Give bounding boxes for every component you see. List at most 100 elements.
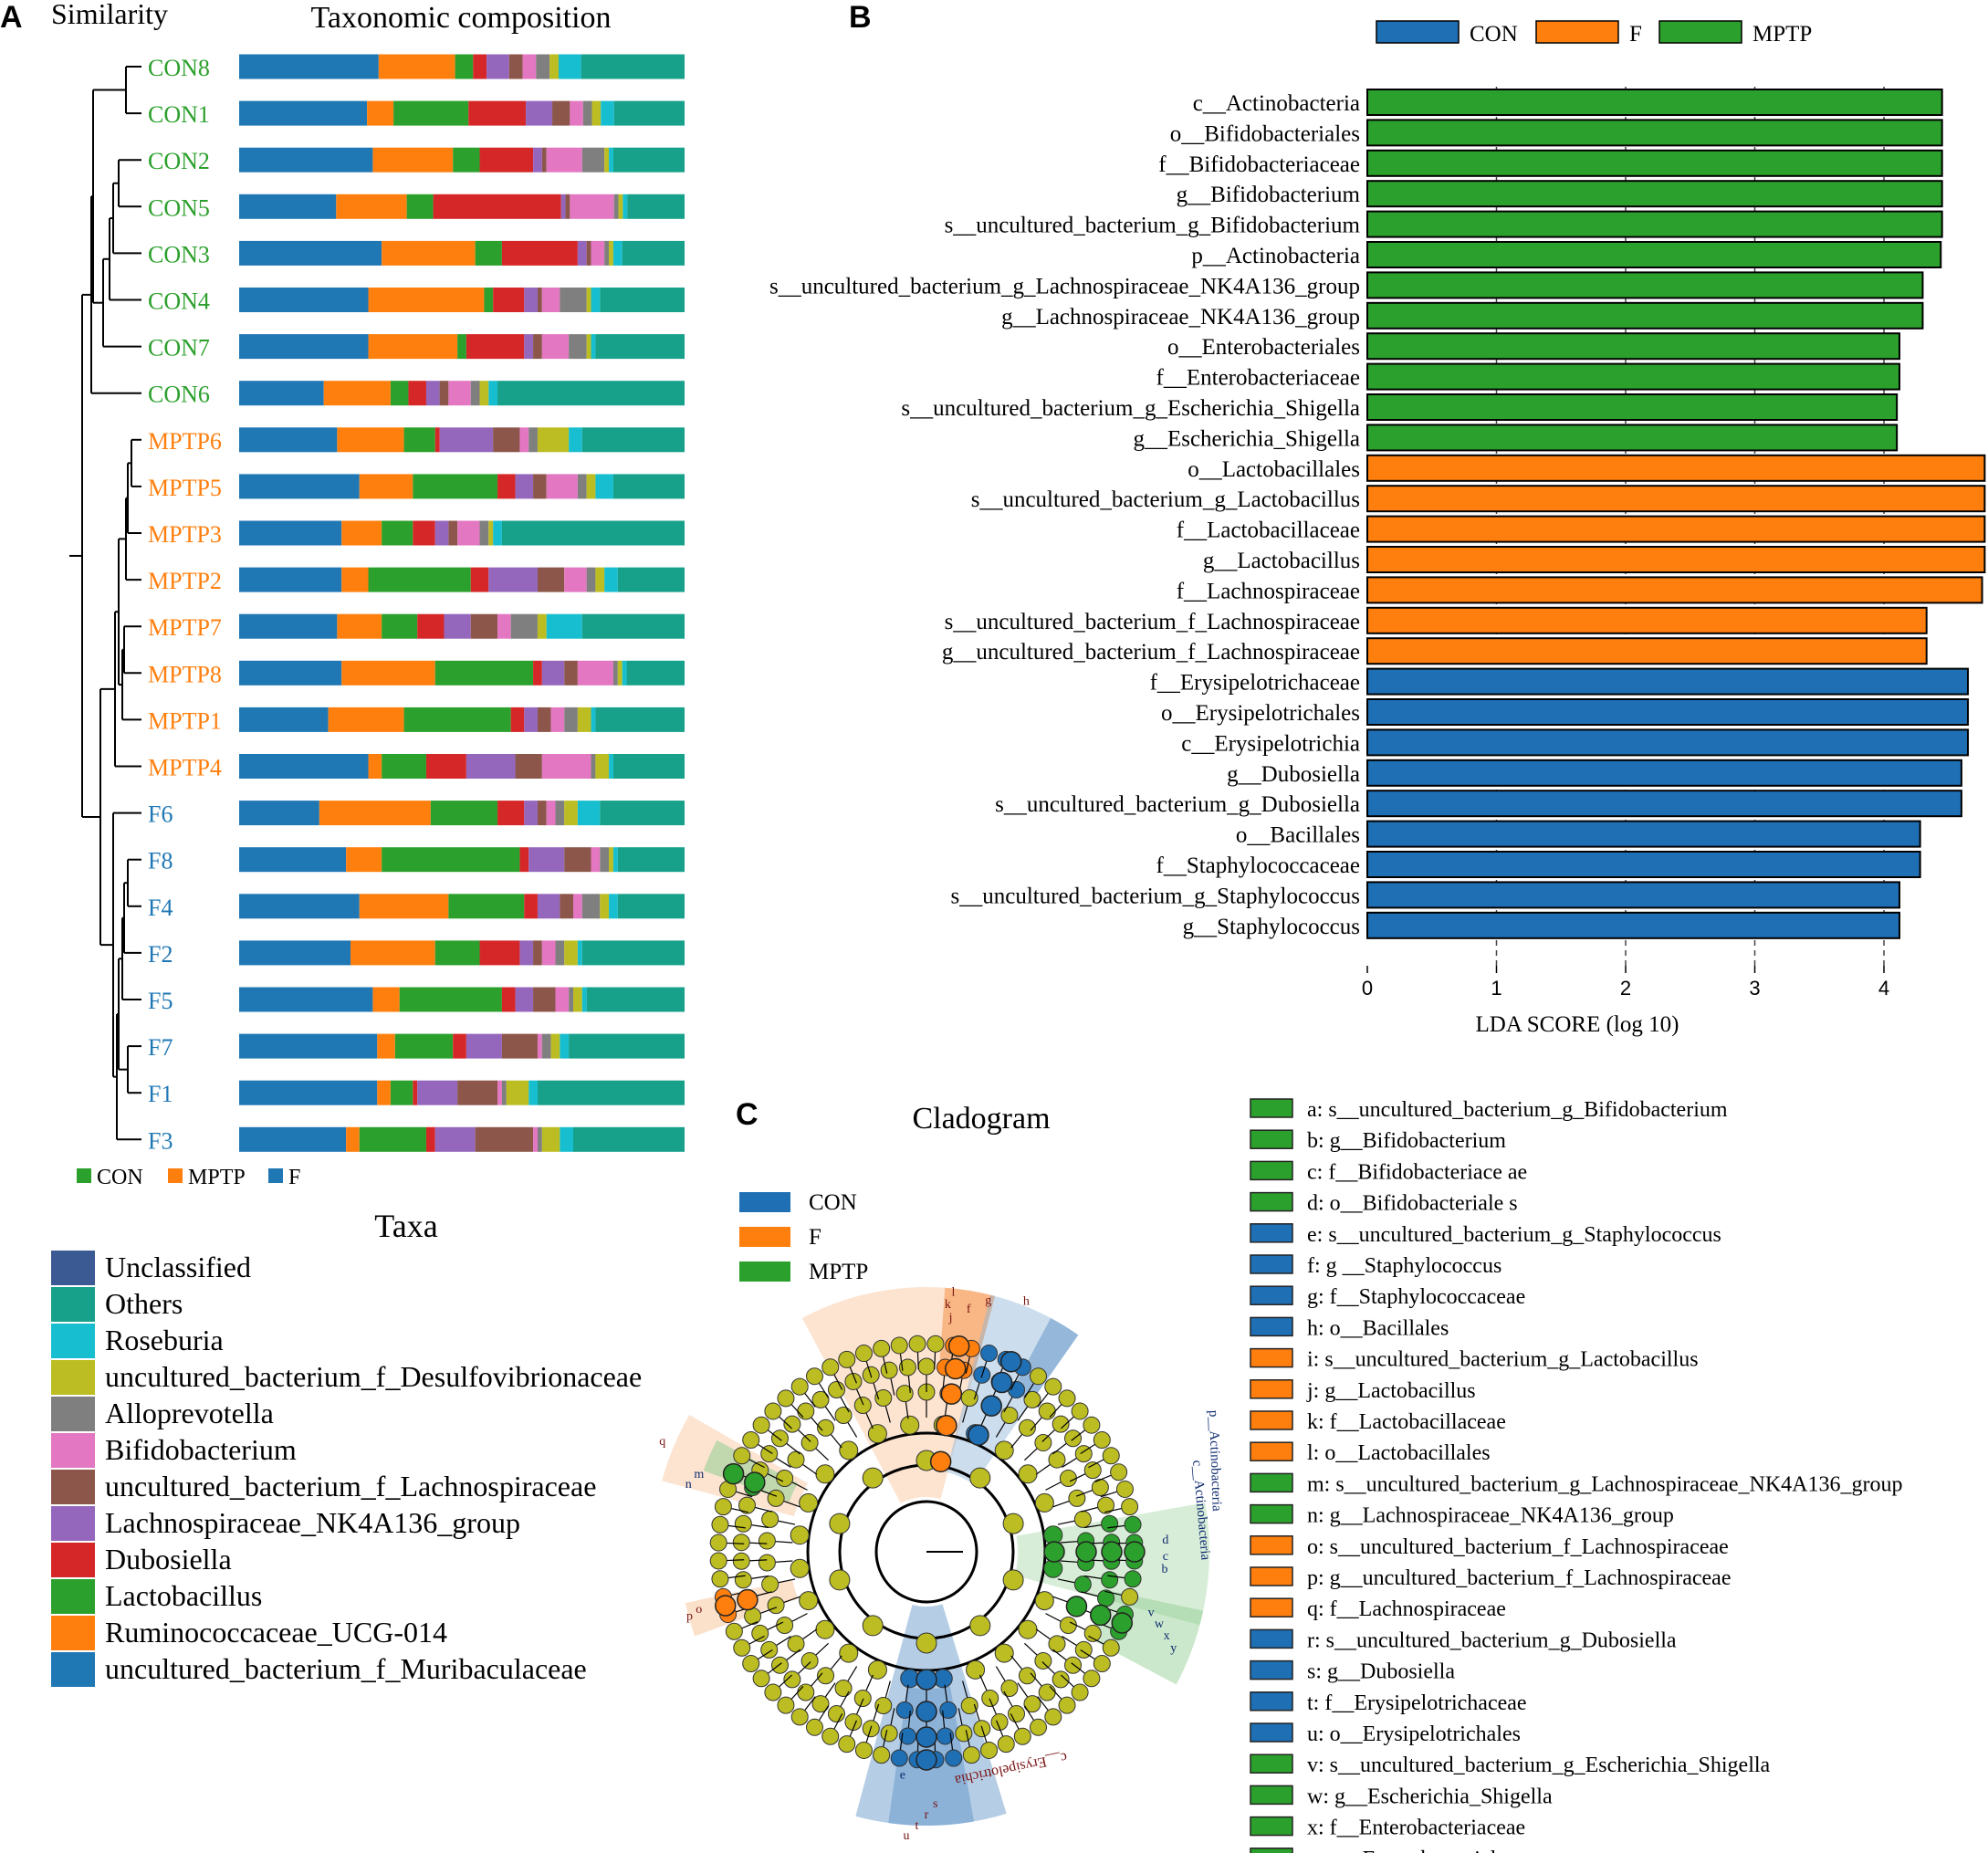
stack-segment — [239, 334, 369, 360]
clade-shade-staphylococcus — [1011, 1317, 1079, 1403]
lda-bar-label: s__uncultured_bacterium_g_Staphylococcus — [951, 884, 1361, 908]
cladogram-node — [994, 1643, 1014, 1663]
stack-segment — [413, 520, 435, 546]
cladogram-node — [874, 1697, 893, 1715]
stack-segment — [612, 754, 685, 779]
stack-segment — [497, 613, 511, 639]
cladogram-legend-swatch — [739, 1192, 790, 1212]
taxa-label: uncultured_bacterium_f_Lachnospiraceae — [105, 1470, 596, 1502]
cladogram-node — [714, 1498, 732, 1516]
stack-segment — [359, 474, 413, 499]
cladogram-node — [805, 1367, 823, 1386]
cladogram-node — [966, 1659, 986, 1680]
lda-x-label: LDA SCORE (log 10) — [1476, 1012, 1679, 1037]
cladogram-node — [767, 1489, 785, 1507]
cladogram-node — [709, 1534, 727, 1552]
cladogram-node-letter: g — [985, 1293, 991, 1307]
lda-bar — [1366, 515, 1986, 543]
cladogram-biomarker-node — [929, 1450, 952, 1472]
panel-b: B CON F MPTP c__Actinobacteria o__Bifidobac… — [769, 0, 1986, 1037]
stack-segment — [600, 288, 685, 312]
stack-segment — [501, 1033, 538, 1059]
stack-segment — [510, 613, 538, 639]
lda-bar — [1366, 119, 1943, 147]
cladogram-node — [853, 1396, 872, 1414]
cladogram-node — [1093, 1655, 1111, 1673]
cladogram-node — [732, 1552, 750, 1570]
stack-segment — [479, 520, 489, 546]
stack-segment — [541, 288, 560, 312]
cladogram-key-label: e: s__uncultured_bacterium_g_Staphylococ… — [1307, 1223, 1721, 1247]
taxa-legend: Unclassified Others Roseburia uncultured_ba… — [51, 1251, 642, 1687]
cladogram-node — [817, 1419, 835, 1437]
stack-segment — [560, 1033, 570, 1059]
lda-bar — [1366, 454, 1986, 482]
stack-segment — [586, 288, 591, 312]
cladogram-node — [939, 1701, 957, 1719]
stack-segment — [555, 940, 565, 966]
stack-segment — [569, 427, 582, 453]
lda-legend: CON F MPTP — [1376, 20, 1812, 47]
cladogram-node — [980, 1345, 999, 1363]
lda-bar — [1366, 241, 1942, 268]
cladogram-key-swatch — [1250, 1285, 1293, 1305]
stack-segment — [522, 54, 537, 79]
stack-segment — [239, 520, 342, 546]
stack-segment — [564, 847, 591, 873]
cladogram-key-swatch — [1250, 1223, 1293, 1243]
cladogram-key-label: c: f__Bifidobacteriace ae — [1307, 1160, 1527, 1184]
stack-segment — [612, 660, 618, 686]
cladogram-node — [898, 1358, 916, 1377]
lda-bar-label: g__Dubosiella — [1227, 762, 1360, 787]
stack-segment — [595, 707, 685, 732]
sample-label: F8 — [148, 848, 173, 874]
cladogram-key-swatch — [1250, 1191, 1293, 1212]
stack-segment — [488, 567, 538, 592]
cladogram-node — [1091, 1478, 1109, 1496]
cladogram-node-letter: y — [1170, 1641, 1177, 1655]
stack-segment — [434, 660, 534, 686]
cladogram-node — [790, 1377, 809, 1396]
lda-bar-label: f__Erysipelotrichaceae — [1150, 671, 1360, 696]
stack-segment — [591, 100, 602, 126]
dendrogram — [69, 66, 141, 1141]
stack-segment — [581, 427, 685, 453]
cladogram-node — [867, 1424, 887, 1444]
cladogram-node — [1034, 1492, 1054, 1513]
cladogram-key-label: y: o__Enterobacteriales — [1307, 1848, 1514, 1853]
lda-bar-label: s__uncultured_bacterium_g_Bifidobacteriu… — [945, 214, 1361, 238]
stack-segment — [455, 54, 474, 79]
stack-segment — [537, 1126, 542, 1152]
cladogram-node — [821, 1358, 840, 1377]
cladogram-node — [1115, 1480, 1134, 1498]
stack-segment — [497, 474, 516, 499]
cladogram-node — [955, 1724, 973, 1743]
stack-segment — [560, 288, 587, 312]
stack-segment — [541, 334, 570, 360]
sample-label: MPTP5 — [148, 475, 222, 501]
sample-label: CON8 — [148, 55, 210, 81]
stack-segment — [519, 427, 529, 453]
stack-segment — [473, 54, 487, 79]
lda-bar — [1366, 210, 1943, 238]
sample-label: CON5 — [148, 194, 210, 221]
taxa-label: Lactobacillus — [105, 1579, 262, 1612]
stack-segment — [577, 660, 613, 686]
cladogram-key-label: u: o__Erysipelotrichales — [1307, 1722, 1521, 1746]
stack-segment — [439, 381, 449, 406]
stack-segment — [439, 427, 494, 453]
stack-segment — [425, 754, 466, 779]
stack-segment — [425, 1126, 435, 1152]
cladogram-key-swatch — [1250, 1254, 1293, 1274]
cladogram-node — [758, 1532, 776, 1550]
stack-segment — [591, 754, 596, 779]
stack-segment — [448, 520, 458, 546]
cladogram-key-swatch — [1250, 1628, 1293, 1649]
stack-segment — [573, 987, 582, 1012]
lda-bars — [1366, 89, 1986, 939]
cladogram-node-letter: l — [952, 1286, 956, 1300]
stack-segment — [239, 940, 351, 966]
cladogram-node — [787, 1450, 805, 1469]
stack-segment — [581, 147, 605, 173]
